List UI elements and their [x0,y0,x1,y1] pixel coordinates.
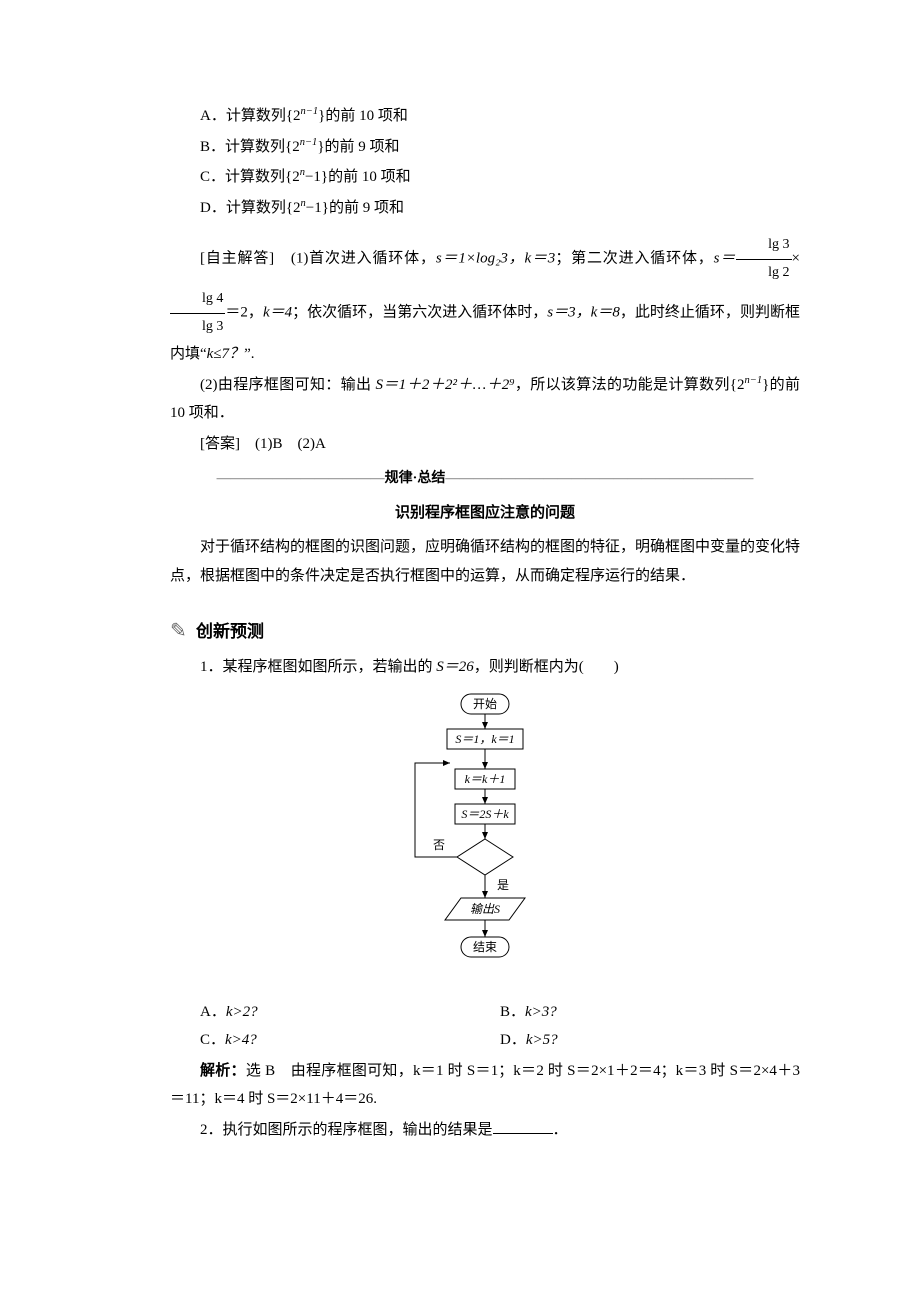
solution-p2: (2)由程序框图可知：输出 S＝1＋2＋2²＋…＋2⁹，所以该算法的功能是计算数… [170,371,800,428]
q1-sol-label: 解析： [200,1062,246,1079]
opt-text: C．计算数列{2n−1}的前 10 项和 [200,169,411,185]
q1-solution: 解析：选 B 由程序框图可知，k＝1 时 S＝1；k＝2 时 S＝2×1＋2＝4… [170,1057,800,1114]
option-c: C．计算数列{2n−1}的前 10 项和 [200,163,800,192]
svg-text:结束: 结束 [473,940,497,954]
rule-title: 识别程序框图应注意的问题 [170,499,800,528]
fraction: lg 3lg 2 [736,232,791,286]
q1-option-d: D．k>5? [500,1026,800,1055]
svg-text:k＝k＋1: k＝k＋1 [465,772,506,786]
opt-text: B．计算数列{2n−1}的前 9 项和 [200,139,400,155]
svg-text:否: 否 [433,838,445,852]
answer-line: [答案] (1)B (2)A [170,430,800,459]
option-b: B．计算数列{2n−1}的前 9 项和 [200,133,800,162]
opt-text: D．计算数列{2n−1}的前 9 项和 [200,200,404,216]
rule-body: 对于循环结构的框图的识图问题，应明确循环结构的框图的特征，明确框图中变量的变化特… [170,533,800,590]
option-d: D．计算数列{2n−1}的前 9 项和 [200,194,800,223]
svg-text:是: 是 [497,878,509,892]
page: A．计算数列{2n−1}的前 10 项和 B．计算数列{2n−1}的前 9 项和… [0,0,920,1246]
q1-option-a: A．k>2? [200,998,500,1027]
section-header: ✎ 创新预测 [170,612,800,648]
flowchart-svg: 开始 S＝1，k＝1 k＝k＋1 S＝2S＋k 输出S 结束 是 否 [385,689,585,979]
svg-text:开始: 开始 [473,697,497,711]
flowchart: 开始 S＝1，k＝1 k＝k＋1 S＝2S＋k 输出S 结束 是 否 [170,689,800,990]
q1-option-b: B．k>3? [500,998,800,1027]
section-title: 创新预测 [196,616,264,648]
rule-divider: ————————————规律·总结—————————————————————— [170,466,800,493]
fraction: lg 4lg 3 [170,286,225,340]
solution-p1: [自主解答] (1)首次进入循环体，s＝1×log₂3，k＝3；第二次进入循环体… [170,232,800,369]
pencil-icon: ✎ [170,612,194,636]
answer-label: [答案] [200,436,240,452]
option-a: A．计算数列{2n−1}的前 10 项和 [200,102,800,131]
q2-stem: 2．执行如图所示的程序框图，输出的结果是． [170,1116,800,1145]
q1-options-row2: C．k>4? D．k>5? [200,1026,800,1055]
svg-text:S＝2S＋k: S＝2S＋k [461,807,509,821]
svg-text:S＝1，k＝1: S＝1，k＝1 [455,732,514,746]
blank-underline [493,1119,553,1134]
q1-option-c: C．k>4? [200,1026,500,1055]
solution-label: [自主解答] [200,251,274,267]
svg-text:输出S: 输出S [470,902,500,916]
q1-options-row1: A．k>2? B．k>3? [200,998,800,1027]
q1-stem: 1．某程序框图如图所示，若输出的 S＝26，则判断框内为( ) [170,653,800,682]
opt-text: A．计算数列{2n−1}的前 10 项和 [200,108,408,124]
